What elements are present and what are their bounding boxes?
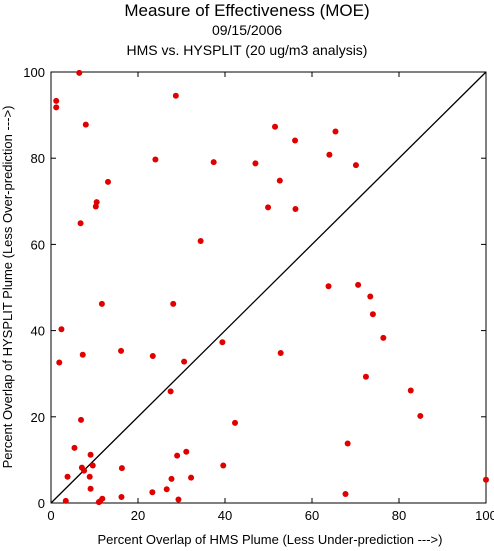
data-point <box>355 281 362 288</box>
x-tick-label: 20 <box>131 508 145 523</box>
data-point <box>152 156 159 163</box>
data-point <box>188 474 195 481</box>
chart-subtitle: HMS vs. HYSPLIT (20 ug/m3 analysis) <box>126 42 368 58</box>
x-tick-label: 40 <box>218 508 232 523</box>
data-point <box>167 388 174 395</box>
data-point <box>78 416 85 423</box>
chart-title: Measure of Effectiveness (MOE) <box>124 1 370 20</box>
data-point <box>220 462 227 469</box>
data-point <box>272 123 279 130</box>
plot-area: 0 20 40 60 80 100 0 20 40 60 80 100 <box>23 65 494 523</box>
data-point <box>352 162 359 169</box>
data-point <box>53 104 60 111</box>
diagonal-reference-line <box>50 71 487 504</box>
y-tick-label: 40 <box>31 324 45 339</box>
data-point <box>277 350 284 357</box>
data-point <box>98 300 105 307</box>
data-point <box>77 220 84 227</box>
data-point <box>53 97 60 104</box>
data-point <box>210 159 217 166</box>
data-point <box>276 177 283 184</box>
data-point <box>292 137 299 144</box>
data-point <box>219 339 226 346</box>
data-point <box>168 475 175 482</box>
data-point <box>104 178 111 185</box>
x-tick-label: 80 <box>392 508 406 523</box>
data-point <box>82 121 89 128</box>
plot-frame <box>50 71 487 504</box>
data-point <box>62 497 69 504</box>
data-point <box>369 311 376 318</box>
data-point <box>58 326 65 333</box>
data-point <box>170 300 177 307</box>
x-axis-title: Percent Overlap of HMS Plume (Less Under… <box>98 532 443 547</box>
data-point <box>325 283 332 290</box>
data-point <box>149 489 156 496</box>
data-point <box>87 485 94 492</box>
data-point <box>56 359 63 366</box>
data-point <box>265 204 272 211</box>
data-point <box>407 387 414 394</box>
y-axis-title: Percent Overlap of HYSPLIT Plume (Less O… <box>0 106 15 469</box>
data-point <box>81 467 88 474</box>
data-point <box>362 373 369 380</box>
data-point <box>332 128 339 135</box>
data-point <box>79 351 86 358</box>
data-point <box>71 444 78 451</box>
data-point <box>197 237 204 244</box>
x-tick-label: 0 <box>47 508 54 523</box>
data-point <box>87 451 94 458</box>
data-point <box>163 486 170 493</box>
data-point <box>86 473 93 480</box>
data-point <box>92 203 99 210</box>
data-point <box>326 151 333 158</box>
data-point <box>95 499 102 506</box>
data-point <box>342 490 349 497</box>
x-tick-label: 60 <box>305 508 319 523</box>
data-point <box>172 92 179 99</box>
data-point <box>149 353 156 360</box>
data-point <box>76 69 83 76</box>
data-point <box>380 334 387 341</box>
y-tick-label: 80 <box>31 151 45 166</box>
data-point <box>183 448 190 455</box>
data-point <box>64 473 71 480</box>
data-point <box>175 496 182 503</box>
y-tick-label: 100 <box>23 65 45 80</box>
data-point <box>181 358 188 365</box>
data-point <box>118 465 125 472</box>
data-point <box>118 347 125 354</box>
y-tick-label: 0 <box>38 496 45 511</box>
data-point <box>174 452 181 459</box>
data-point <box>118 493 125 500</box>
chart-date: 09/15/2006 <box>211 22 283 38</box>
data-point <box>483 476 489 483</box>
data-point <box>344 440 351 447</box>
data-point <box>232 419 239 426</box>
x-tick-label: 100 <box>475 508 494 523</box>
y-tick-label: 20 <box>31 410 45 425</box>
data-point <box>417 412 424 419</box>
data-point <box>367 293 374 300</box>
y-tick-label: 60 <box>31 237 45 252</box>
data-point <box>89 462 96 469</box>
data-point <box>252 160 259 167</box>
data-point <box>292 206 299 213</box>
